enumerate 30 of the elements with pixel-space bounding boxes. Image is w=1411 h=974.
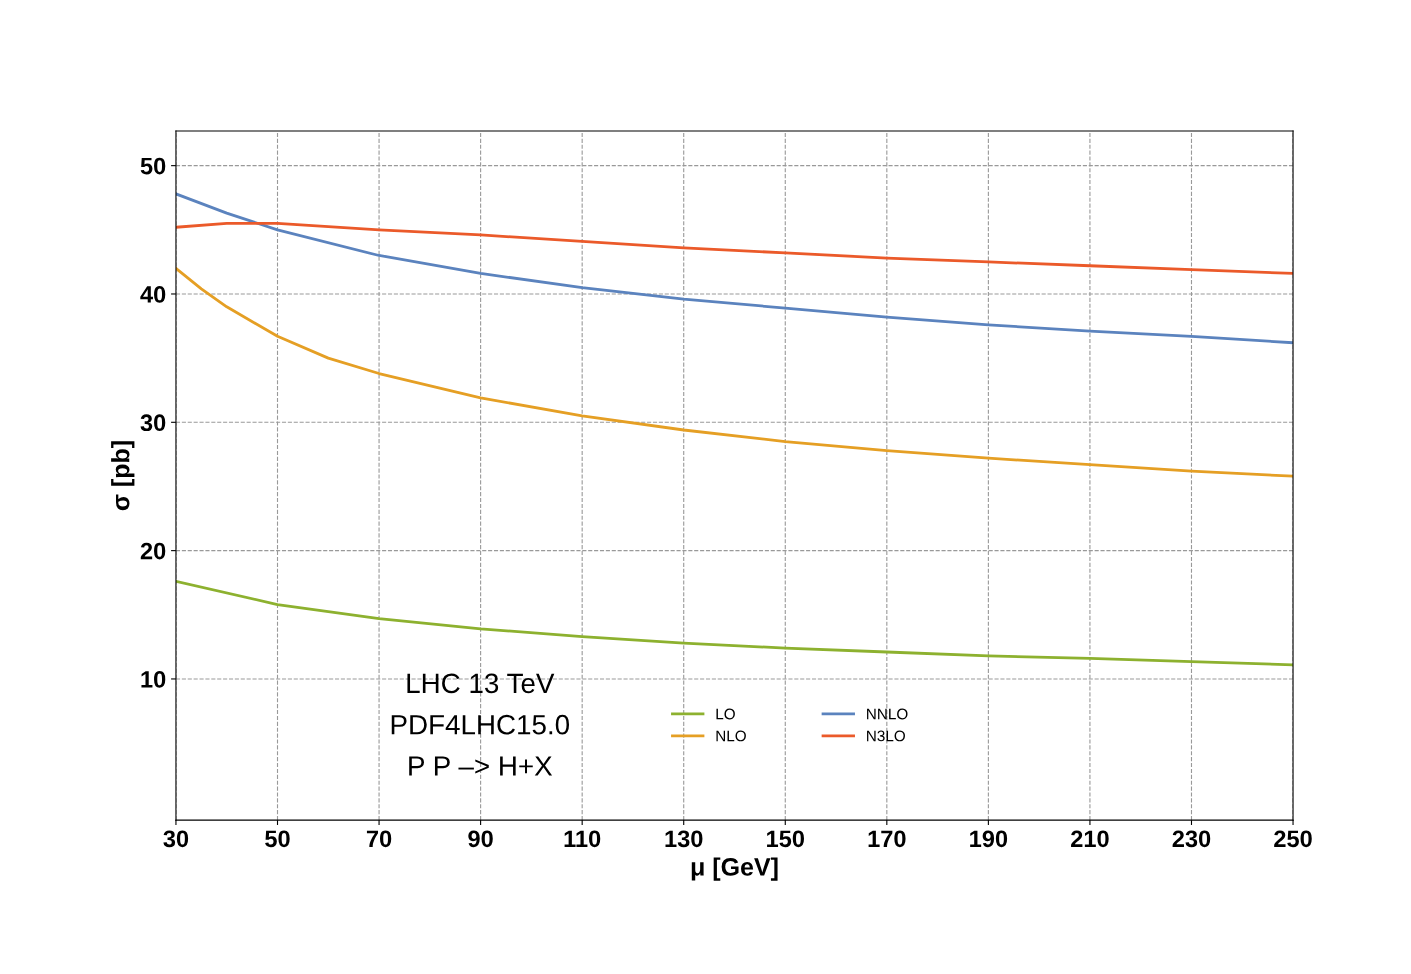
- x-tick-label: 210: [1071, 830, 1109, 848]
- line-series: [175, 192, 1294, 345]
- x-tick-label: 90: [468, 830, 493, 848]
- line-series: [175, 222, 1294, 275]
- y-axis-title: σ [pb]: [111, 441, 135, 511]
- legend-label: NNLO: [867, 708, 908, 720]
- x-tick-label: 170: [868, 830, 906, 848]
- x-tick-label: 30: [163, 830, 189, 848]
- y-tick-label: 10: [141, 671, 166, 688]
- annotation: PDF4LHC15.0: [391, 714, 570, 735]
- x-axis-title: μ [GeV]: [691, 857, 778, 881]
- x-tick-label: 110: [564, 830, 601, 848]
- y-tick-label: 20: [140, 542, 166, 560]
- x-tick-label: 50: [265, 830, 290, 848]
- legend-label: LO: [716, 708, 735, 720]
- x-tick-label: 70: [366, 830, 392, 848]
- y-tick-label: 50: [140, 157, 166, 175]
- annotation: LHC 13 TeV: [407, 673, 555, 694]
- legend-label: N3LO: [867, 730, 905, 742]
- x-tick-label: 250: [1274, 830, 1312, 848]
- x-tick-label: 230: [1172, 830, 1211, 848]
- line-series: [175, 266, 1294, 478]
- line-series: [175, 580, 1294, 667]
- legend-label: NLO: [716, 730, 746, 742]
- x-tick-label: 130: [665, 830, 703, 848]
- x-tick-label: 190: [970, 830, 1008, 848]
- y-tick-label: 40: [140, 286, 166, 303]
- x-tick-label: 150: [767, 830, 804, 848]
- annotation: P P –> H+X: [409, 756, 553, 776]
- y-tick-label: 30: [140, 414, 166, 432]
